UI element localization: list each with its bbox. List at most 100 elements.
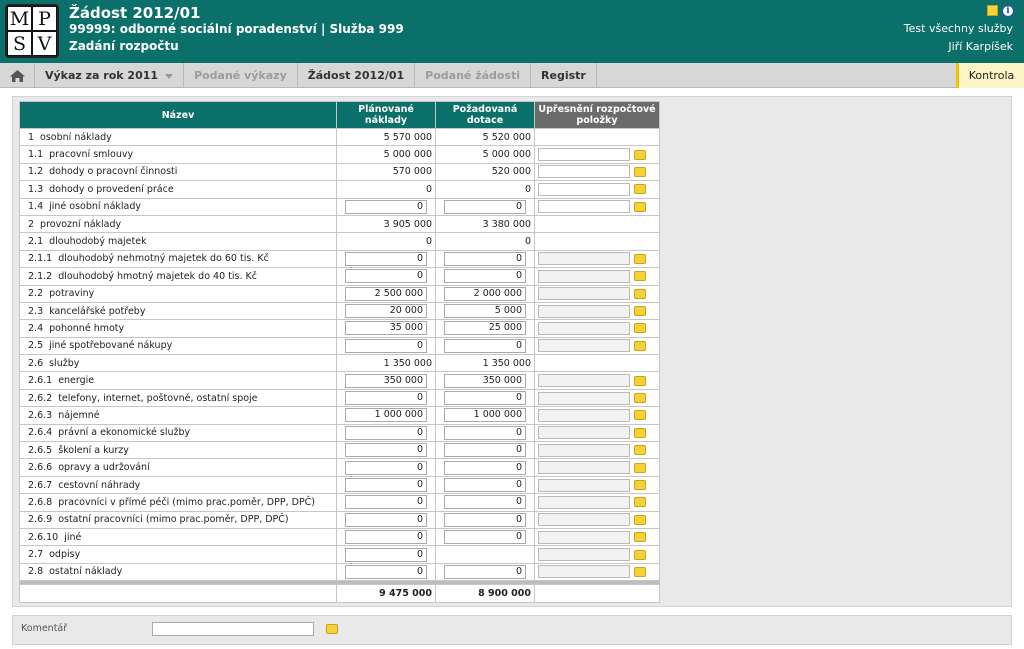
requested-input[interactable]: 5 000 — [444, 304, 526, 319]
comment-input[interactable] — [152, 622, 314, 636]
requested-input[interactable]: 0 — [444, 478, 526, 492]
planned-input[interactable]: 35 000 — [345, 321, 427, 336]
requested-input[interactable]: 0 — [444, 564, 526, 579]
spec-input[interactable] — [538, 304, 630, 318]
edit-note-icon[interactable] — [634, 462, 646, 473]
planned-input[interactable]: 1 000 000 — [345, 408, 427, 423]
edit-note-icon[interactable] — [634, 497, 646, 508]
row-label: jiné spotřebované nákupy — [49, 340, 173, 352]
requested-input[interactable]: 0 — [444, 251, 526, 266]
requested-input[interactable]: 0 — [444, 443, 526, 458]
requested-input[interactable]: 0 — [444, 530, 526, 545]
note-icon[interactable] — [987, 5, 998, 16]
planned-input[interactable]: 0 — [345, 443, 427, 458]
edit-note-icon[interactable] — [634, 340, 646, 351]
requested-input[interactable]: 0 — [444, 338, 526, 353]
spec-input[interactable] — [538, 565, 630, 579]
spec-input[interactable] — [538, 182, 630, 196]
spec-input[interactable] — [538, 321, 630, 335]
spec-input[interactable] — [538, 495, 630, 509]
edit-note-icon[interactable] — [634, 480, 646, 490]
info-icon[interactable]: i — [1002, 5, 1014, 17]
planned-input[interactable]: 0 — [345, 199, 427, 214]
edit-note-icon[interactable] — [634, 288, 646, 299]
edit-note-icon[interactable] — [634, 166, 646, 177]
nav-podane-vykazy[interactable]: Podané výkazy — [184, 63, 298, 88]
mpsv-logo[interactable]: M P S V — [5, 4, 59, 58]
spec-input[interactable] — [538, 148, 630, 162]
spec-input[interactable] — [538, 287, 630, 301]
home-button[interactable] — [0, 63, 35, 88]
spec-input[interactable] — [538, 513, 630, 527]
planned-value: 5 570 000 — [383, 131, 432, 143]
nav-podane-zadosti[interactable]: Podané žádosti — [415, 63, 532, 88]
planned-input[interactable]: 350 000 — [345, 373, 427, 388]
edit-note-icon[interactable] — [634, 532, 646, 543]
spec-input[interactable] — [538, 443, 630, 457]
planned-input[interactable]: 0 — [345, 269, 427, 284]
kontrola-button[interactable]: Kontrola — [956, 63, 1024, 88]
spec-input[interactable] — [538, 339, 630, 353]
edit-note-icon[interactable] — [634, 253, 646, 264]
planned-input[interactable]: 20 000 — [345, 304, 427, 319]
edit-note-icon[interactable] — [634, 514, 646, 525]
requested-input[interactable]: 0 — [444, 495, 526, 510]
requested-input[interactable]: 0 — [444, 425, 526, 440]
planned-input[interactable]: 0 — [345, 512, 427, 527]
planned-input[interactable]: 0 — [345, 564, 427, 579]
spec-input[interactable] — [538, 461, 630, 475]
edit-note-icon[interactable] — [634, 393, 646, 404]
spec-input[interactable] — [538, 269, 630, 283]
planned-input[interactable]: 0 — [345, 547, 427, 562]
requested-input[interactable]: 2 000 000 — [444, 286, 526, 301]
nav-zadost[interactable]: Žádost 2012/01 — [298, 63, 416, 88]
requested-cell: 0 — [435, 267, 535, 286]
edit-note-icon[interactable] — [634, 427, 646, 438]
edit-note-icon[interactable] — [634, 375, 646, 386]
planned-value: 5 000 000 — [383, 149, 432, 161]
spec-input[interactable] — [538, 408, 630, 422]
requested-input[interactable]: 25 000 — [444, 321, 526, 336]
user-name[interactable]: Jiří Karpíšek — [948, 40, 1013, 53]
planned-input[interactable]: 2 500 000 — [345, 286, 427, 301]
spec-input[interactable] — [538, 548, 630, 562]
edit-note-icon[interactable] — [634, 149, 646, 160]
planned-input[interactable]: 0 — [345, 530, 427, 545]
row-name-cell: 1 osobní náklady — [19, 127, 337, 147]
requested-input[interactable]: 1 000 000 — [444, 408, 526, 423]
edit-note-icon[interactable] — [634, 445, 646, 456]
requested-input[interactable]: 0 — [444, 460, 526, 475]
requested-input[interactable]: 0 — [444, 512, 526, 527]
spec-input[interactable] — [538, 165, 630, 179]
planned-input[interactable]: 0 — [345, 425, 427, 440]
edit-note-icon[interactable] — [326, 624, 338, 634]
planned-input[interactable]: 0 — [345, 391, 427, 406]
edit-note-icon[interactable] — [634, 306, 646, 317]
edit-note-icon[interactable] — [634, 549, 646, 560]
planned-input[interactable]: 0 — [345, 460, 427, 475]
planned-input[interactable]: 0 — [345, 338, 427, 353]
planned-input[interactable]: 0 — [345, 251, 427, 266]
planned-input[interactable]: 0 — [345, 495, 427, 510]
edit-note-icon[interactable] — [634, 184, 646, 195]
spec-input[interactable] — [538, 530, 630, 544]
edit-note-icon[interactable] — [634, 323, 646, 334]
spec-input[interactable] — [538, 200, 630, 214]
edit-note-icon[interactable] — [634, 566, 646, 577]
spec-input[interactable] — [538, 374, 630, 388]
spec-input[interactable] — [538, 252, 630, 266]
edit-note-icon[interactable] — [634, 271, 646, 282]
requested-input[interactable]: 350 000 — [444, 373, 526, 388]
service-name[interactable]: Test všechny služby — [903, 22, 1013, 35]
nav-vykaz[interactable]: Výkaz za rok 2011 — [35, 63, 185, 88]
edit-note-icon[interactable] — [634, 201, 646, 212]
spec-input[interactable] — [538, 391, 630, 405]
spec-input[interactable] — [538, 478, 630, 492]
nav-registr[interactable]: Registr — [531, 63, 597, 88]
spec-input[interactable] — [538, 426, 630, 440]
requested-input[interactable]: 0 — [444, 391, 526, 406]
planned-input[interactable]: 0 — [345, 478, 427, 492]
requested-input[interactable]: 0 — [444, 199, 526, 214]
requested-input[interactable]: 0 — [444, 269, 526, 284]
edit-note-icon[interactable] — [634, 410, 646, 421]
